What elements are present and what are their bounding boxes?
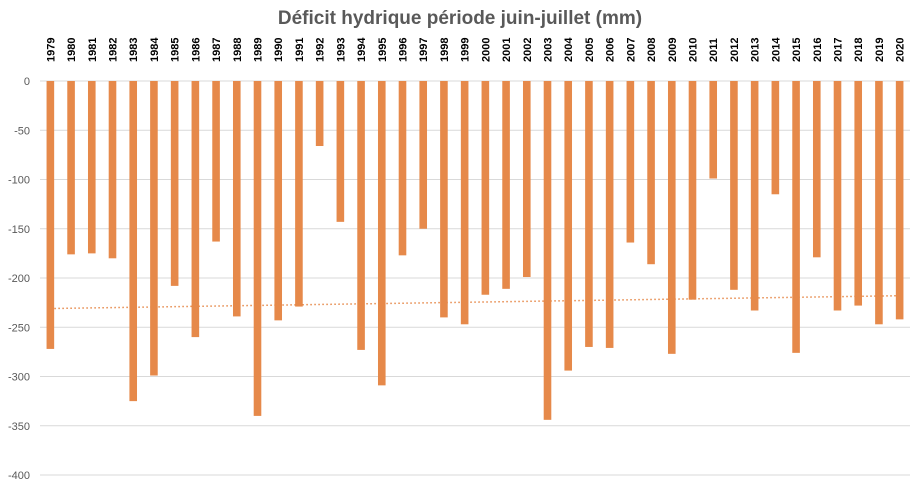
x-tick-label: 1979 <box>45 38 57 62</box>
x-tick-label: 2015 <box>791 38 803 62</box>
x-tick-label: 1991 <box>294 38 306 62</box>
bar <box>812 81 821 258</box>
bar <box>543 81 552 420</box>
x-tick-label: 1982 <box>108 38 120 62</box>
bar <box>605 81 614 348</box>
x-tick-label: 1986 <box>190 38 202 62</box>
x-tick-label: 1993 <box>335 38 347 62</box>
bar <box>129 81 138 402</box>
x-tick-label: 1984 <box>149 37 161 62</box>
x-tick-label: 2011 <box>708 38 720 62</box>
bar <box>440 81 448 318</box>
y-tick-label: -300 <box>8 372 30 384</box>
bar <box>502 81 510 289</box>
bar <box>212 81 220 242</box>
x-tick-label: 1995 <box>377 38 389 62</box>
x-tick-label: 1997 <box>418 38 430 62</box>
y-tick-label: -350 <box>8 421 30 433</box>
x-tick-label: 2017 <box>833 38 845 62</box>
y-tick-label: -50 <box>14 125 30 137</box>
bar <box>460 81 469 325</box>
x-tick-label: 1994 <box>356 37 368 62</box>
bar <box>253 81 262 416</box>
x-tick-label: 1992 <box>315 38 327 62</box>
bar <box>67 81 75 255</box>
y-tick-label: 0 <box>24 76 30 88</box>
x-tick-label: 1981 <box>87 38 99 62</box>
bar <box>875 81 883 325</box>
bar <box>667 81 676 354</box>
bar <box>46 81 55 349</box>
bar <box>170 81 179 286</box>
bar <box>419 81 428 229</box>
x-tick-label: 2000 <box>480 38 492 62</box>
x-tick-label: 2013 <box>750 38 762 62</box>
bar <box>357 81 365 350</box>
x-tick-label: 2006 <box>605 38 617 62</box>
bar <box>481 81 490 295</box>
x-tick-label: 1998 <box>439 38 451 62</box>
bar <box>709 81 718 179</box>
x-tick-label: 2005 <box>584 38 596 62</box>
bar <box>336 81 345 222</box>
x-tick-label: 2010 <box>688 38 700 62</box>
x-tick-label: 2016 <box>812 38 824 62</box>
bar <box>647 81 655 265</box>
bar <box>895 81 904 320</box>
x-tick-label: 1996 <box>398 38 410 62</box>
x-tick-label: 1983 <box>128 38 140 62</box>
bar <box>730 81 738 290</box>
x-tick-label: 1990 <box>273 38 285 62</box>
x-tick-label: 2018 <box>853 38 865 62</box>
x-tick-label: 2007 <box>625 38 637 62</box>
bar <box>792 81 800 353</box>
bar <box>274 81 283 321</box>
x-tick-label: 2020 <box>895 38 907 62</box>
bar <box>398 81 407 256</box>
bar <box>150 81 158 376</box>
x-tick-label: 2004 <box>563 37 575 62</box>
x-tick-label: 2012 <box>729 38 741 62</box>
bar <box>626 81 635 243</box>
x-tick-label: 1987 <box>211 38 223 62</box>
x-tick-label: 1989 <box>253 38 265 62</box>
x-tick-label: 1980 <box>66 38 78 62</box>
bar <box>585 81 593 347</box>
bar <box>191 81 200 338</box>
bar <box>377 81 386 386</box>
bar <box>232 81 241 317</box>
bar <box>771 81 780 195</box>
y-tick-label: -100 <box>8 175 30 187</box>
x-tick-label: 1985 <box>170 38 182 62</box>
bar <box>750 81 759 311</box>
x-tick-label: 2002 <box>522 38 534 62</box>
x-tick-label: 2003 <box>543 38 555 62</box>
x-tick-label: 1988 <box>232 38 244 62</box>
x-tick-label: 2008 <box>646 38 658 62</box>
bar <box>564 81 573 371</box>
bar <box>315 81 324 147</box>
x-tick-label: 2009 <box>667 38 679 62</box>
x-tick-label: 2001 <box>501 38 513 62</box>
y-tick-label: -150 <box>8 224 30 236</box>
bar <box>833 81 842 311</box>
y-tick-label: -200 <box>8 273 30 285</box>
y-tick-label: -400 <box>8 470 30 482</box>
bar <box>87 81 96 254</box>
bar <box>522 81 531 278</box>
bar <box>854 81 863 306</box>
x-tick-label: 2014 <box>770 37 782 62</box>
bar <box>295 81 303 307</box>
bar <box>108 81 117 259</box>
trendline <box>50 294 900 310</box>
y-tick-label: -250 <box>8 322 30 334</box>
bar <box>688 81 697 300</box>
x-tick-label: 1999 <box>460 38 472 62</box>
chart-title: Déficit hydrique période juin-juillet (m… <box>277 8 643 29</box>
x-tick-label: 2019 <box>874 38 886 62</box>
